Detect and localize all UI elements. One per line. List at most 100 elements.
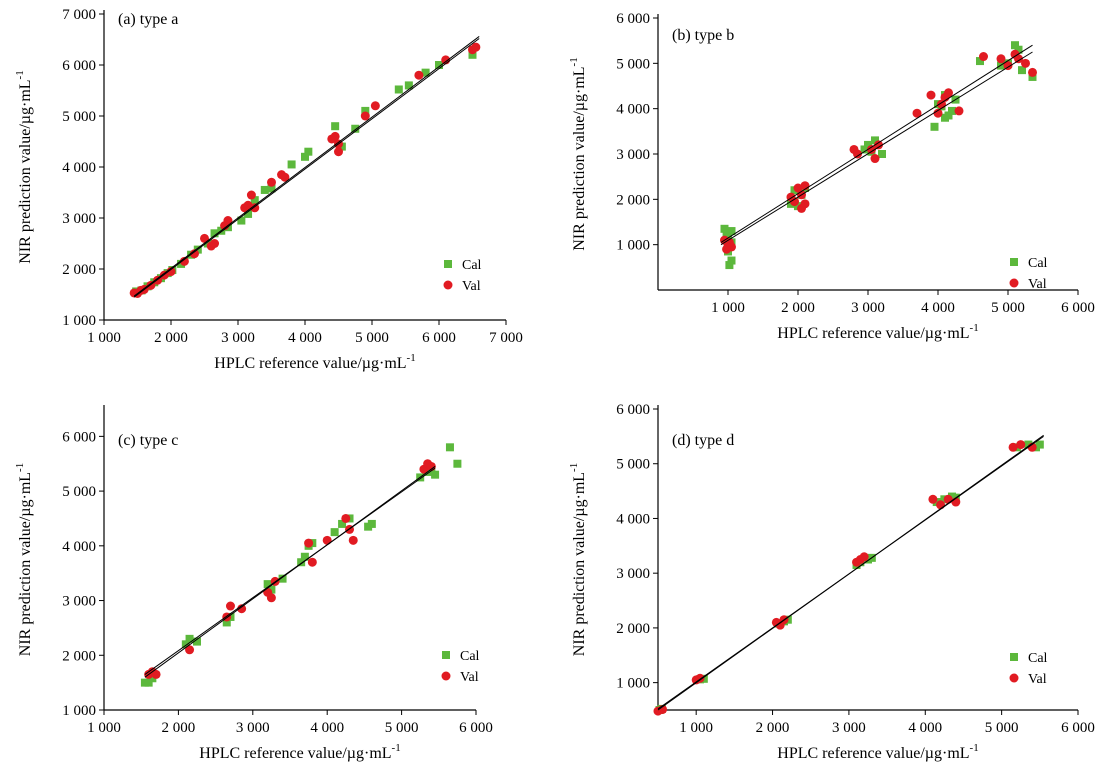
- cal-point: [1035, 440, 1044, 449]
- cal-point: [404, 81, 413, 90]
- val-point: [912, 108, 922, 118]
- cal-point: [864, 140, 872, 149]
- x-tick-label: 3 000: [832, 720, 866, 736]
- x-tick-label: 2 000: [154, 330, 188, 346]
- legend-label: Cal: [1028, 256, 1048, 271]
- y-tick-label: 3 000: [616, 147, 650, 163]
- panel-a: 1 000 2 000 3 000 4 000 5 000 6 000 7 000 1 000…: [14, 7, 523, 372]
- y-axis-label: NIR prediction value/µg·mL-1: [14, 70, 34, 263]
- legend-label: Val: [460, 670, 479, 685]
- x-tick-label: 3 000: [221, 330, 255, 346]
- cal-point: [237, 216, 246, 225]
- y-axis-label: NIR prediction value/µg·mL-1: [568, 57, 588, 250]
- val-point: [790, 197, 799, 207]
- legend-cal-marker: [444, 260, 452, 268]
- cal-point: [250, 196, 259, 205]
- val-point: [223, 216, 233, 226]
- cal-point: [367, 519, 376, 528]
- y-tick-label: 6 000: [616, 11, 650, 27]
- val-point: [933, 108, 943, 118]
- y-tick-label: 6 000: [616, 402, 650, 418]
- panel-title: (b) type b: [672, 27, 734, 44]
- val-point: [859, 552, 869, 562]
- panel-d: 1 000 2 000 3 000 4 000 5 000 6 000 1 000 2 000…: [568, 402, 1095, 762]
- val-point: [1014, 54, 1023, 64]
- val-point: [267, 177, 276, 187]
- cal-point: [930, 122, 939, 131]
- y-tick-label: 1 000: [62, 703, 96, 719]
- x-tick-label: 4 000: [288, 330, 322, 346]
- x-axis-unit-exponent: -1: [392, 742, 401, 754]
- x-axis-label: HPLC reference value/µg·mL-1: [777, 742, 978, 762]
- legend-val-marker: [443, 280, 453, 290]
- cal-point: [725, 261, 734, 270]
- y-axis-unit-exponent: -1: [14, 463, 26, 472]
- y-axis-label: NIR prediction value/µg·mL-1: [568, 463, 588, 656]
- cal-point: [300, 552, 309, 561]
- legend-cal-marker: [1010, 653, 1018, 661]
- regression-line: [133, 38, 480, 298]
- legend-label: Cal: [1028, 651, 1048, 666]
- cal-point: [193, 637, 201, 646]
- y-tick-label: 3 000: [62, 211, 96, 227]
- cal-point: [932, 498, 941, 507]
- val-point: [225, 601, 235, 611]
- legend-val-marker: [1009, 673, 1019, 683]
- cal-point: [453, 459, 462, 468]
- cal-point: [301, 152, 309, 161]
- x-tick-label: 4 000: [908, 720, 942, 736]
- legend-cal-marker: [442, 651, 450, 659]
- val-point: [330, 131, 340, 141]
- cal-point: [948, 106, 956, 115]
- cal-point: [727, 227, 736, 236]
- x-axis-label: HPLC reference value/µg·mL-1: [214, 352, 415, 372]
- y-axis-label: NIR prediction value/µg·mL-1: [14, 463, 34, 656]
- x-tick-label: 4 000: [921, 300, 955, 316]
- cal-point: [1014, 45, 1023, 54]
- regression-line: [144, 467, 436, 675]
- val-point: [1028, 67, 1037, 77]
- panel-title: (d) type d: [672, 432, 734, 449]
- x-tick-label: 1 000: [679, 720, 713, 736]
- x-tick-label: 6 000: [459, 720, 493, 736]
- y-tick-label: 4 000: [616, 102, 650, 118]
- cal-point: [860, 145, 869, 154]
- y-axis-unit-exponent: -1: [568, 57, 580, 66]
- y-tick-label: 3 000: [62, 594, 96, 610]
- cal-point: [720, 224, 729, 233]
- cal-point: [260, 185, 269, 194]
- cal-point: [468, 50, 477, 59]
- legend-cal-marker: [1010, 258, 1018, 266]
- val-point: [414, 70, 424, 80]
- val-point: [304, 538, 314, 548]
- y-tick-label: 5 000: [616, 56, 650, 72]
- x-tick-label: 2 000: [781, 300, 815, 316]
- cal-point: [431, 470, 440, 479]
- cal-point: [263, 580, 272, 589]
- y-tick-label: 2 000: [62, 648, 96, 664]
- cal-point: [435, 61, 443, 69]
- cal-point: [330, 528, 339, 537]
- y-tick-label: 6 000: [62, 58, 96, 74]
- val-point: [1008, 442, 1018, 452]
- regression-line: [657, 435, 1044, 710]
- val-point: [348, 535, 358, 545]
- legend-label: Val: [1028, 277, 1047, 292]
- x-tick-label: 1 000: [87, 720, 121, 736]
- x-tick-label: 2 000: [162, 720, 196, 736]
- val-point: [870, 154, 880, 164]
- x-tick-label: 5 000: [385, 720, 419, 736]
- x-axis-label-text: HPLC reference value/µg·mL: [777, 325, 969, 342]
- val-point: [237, 604, 247, 614]
- val-point: [1021, 58, 1030, 68]
- cal-point: [331, 122, 340, 131]
- val-point: [936, 500, 946, 510]
- y-axis-label-text: NIR prediction value/µg·mL: [17, 79, 34, 263]
- y-tick-label: 1 000: [616, 676, 650, 692]
- y-tick-label: 5 000: [62, 484, 96, 500]
- cal-point: [1028, 72, 1037, 81]
- val-point: [724, 237, 734, 247]
- y-axis-unit-exponent: -1: [568, 463, 580, 472]
- y-tick-label: 3 000: [616, 566, 650, 582]
